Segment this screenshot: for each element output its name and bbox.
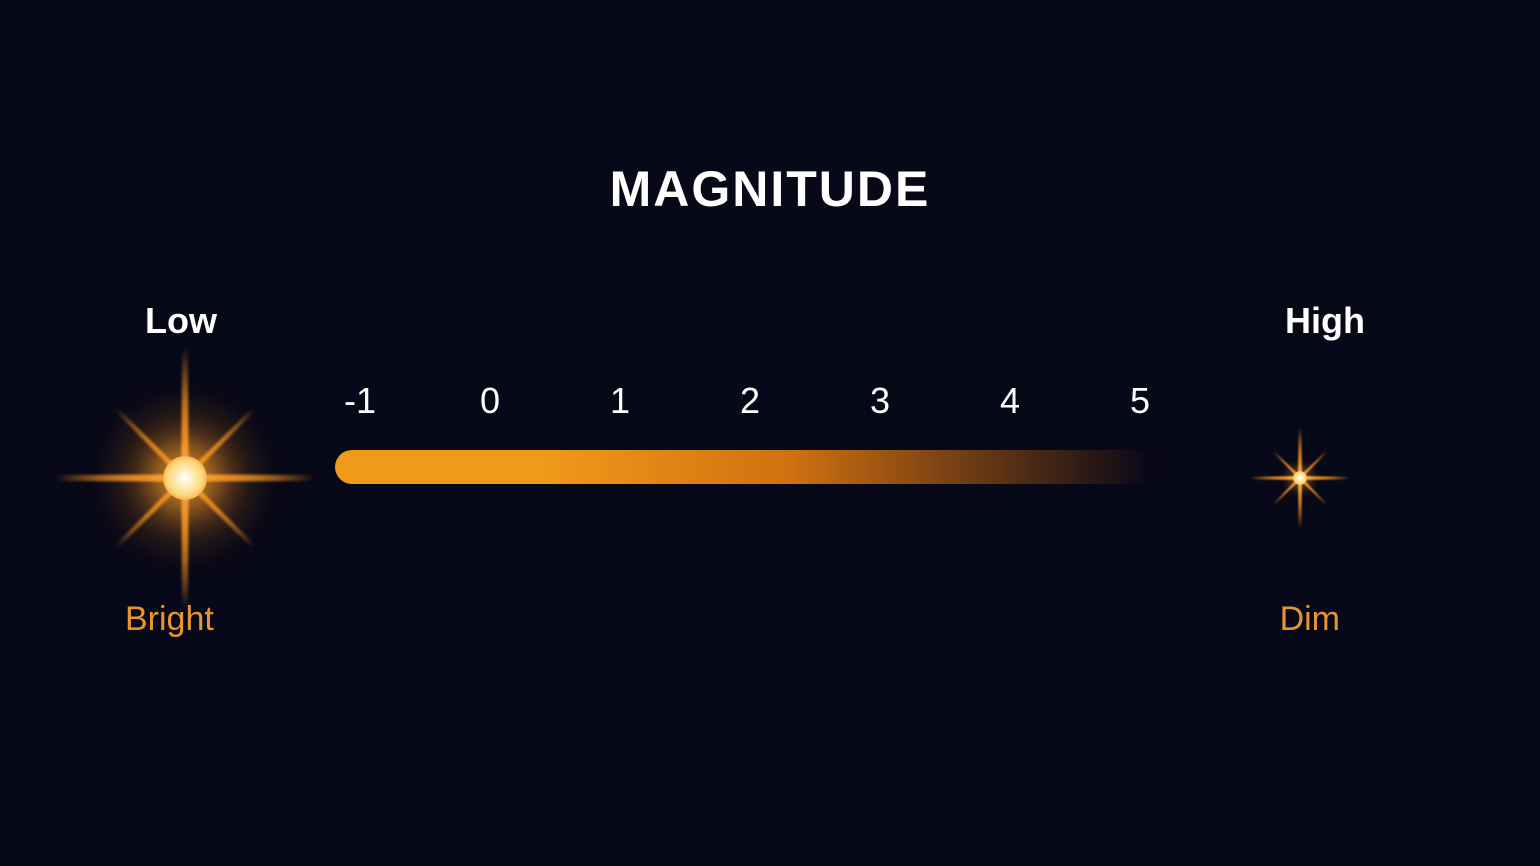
tick-labels: -1 0 1 2 3 4 5: [335, 380, 1165, 422]
tick-label: 4: [985, 380, 1035, 422]
tick-label: 3: [855, 380, 905, 422]
tick-label: 1: [595, 380, 645, 422]
bright-star-icon: [55, 348, 315, 608]
tick-label: 0: [465, 380, 515, 422]
tick-label: 2: [725, 380, 775, 422]
tick-label: -1: [335, 380, 385, 422]
high-label: High: [1285, 300, 1365, 342]
dim-star-icon: [1250, 428, 1350, 528]
gradient-bar: [335, 450, 1165, 484]
bright-sublabel: Bright: [125, 600, 214, 639]
dim-sublabel: Dim: [1280, 600, 1340, 639]
low-label: Low: [145, 300, 217, 342]
magnitude-scale: -1 0 1 2 3 4 5: [335, 380, 1165, 484]
title: MAGNITUDE: [610, 160, 931, 218]
tick-label: 5: [1115, 380, 1165, 422]
